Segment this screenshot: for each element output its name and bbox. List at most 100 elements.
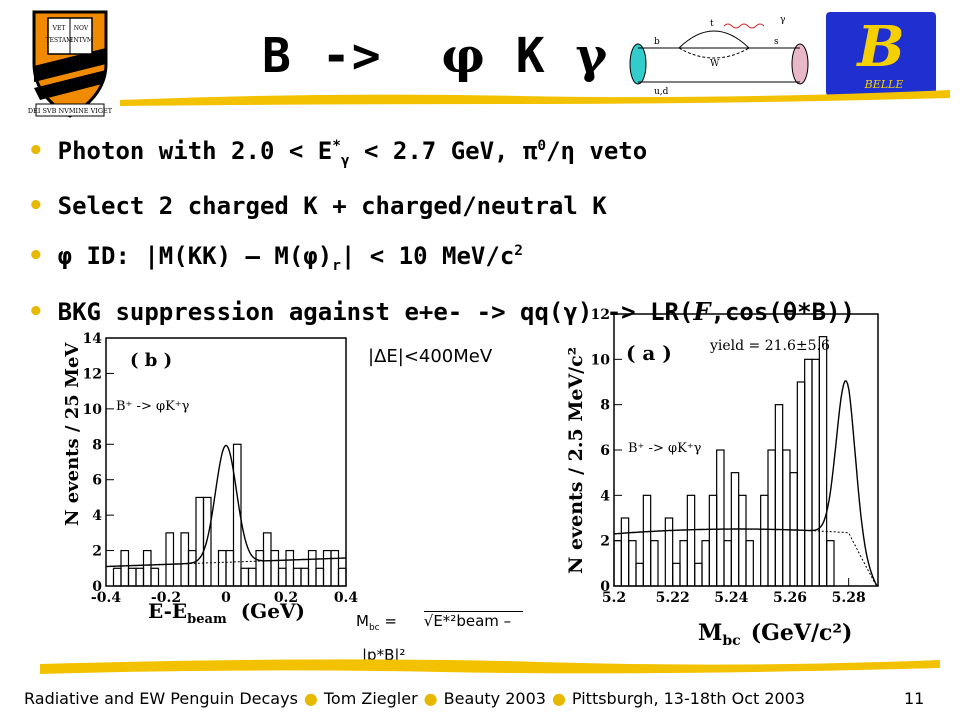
bullet-select: • Select 2 charged K + charged/neutral K bbox=[28, 190, 607, 221]
plot-a-bar-15 bbox=[723, 540, 732, 587]
bullet-phi-id: • φ ID: |M(KK) – M(φ)r| < 10 MeV/c2 bbox=[28, 240, 523, 274]
plot-a-bar-1 bbox=[620, 517, 630, 587]
plot-a-ylabel: N events / 2.5 MeV/c² bbox=[565, 347, 587, 574]
plot-a-bar-21 bbox=[767, 449, 776, 587]
plot-a-bar-29 bbox=[826, 540, 835, 587]
plot-a-xtick-4: 5.28 bbox=[832, 590, 866, 606]
plot-a-bar-13 bbox=[708, 494, 718, 587]
plot-a-xtick-1: 5.22 bbox=[656, 590, 690, 606]
plot-a-bar-3 bbox=[635, 562, 644, 587]
plot-a-bar-14 bbox=[716, 449, 725, 587]
svg-text:BELLE: BELLE bbox=[864, 78, 904, 91]
plot-b-process: B⁺ -> φK⁺γ bbox=[116, 399, 190, 414]
plot-b-ytick-1: 2 bbox=[92, 544, 102, 560]
plot-b-ytick-7: 14 bbox=[83, 331, 103, 347]
svg-text:s: s bbox=[774, 37, 779, 47]
svg-text:ENTVM: ENTVM bbox=[69, 37, 93, 44]
plot-a-ytick-1: 2 bbox=[600, 534, 610, 550]
plot-b-bar-17 bbox=[240, 567, 250, 587]
plot-b-background-curve bbox=[106, 557, 347, 567]
plot-a-yield: yield = 21.6±5.6 bbox=[709, 338, 830, 354]
plot-b-bar-22 bbox=[277, 567, 287, 587]
svg-text:t: t bbox=[710, 19, 714, 29]
svg-text:γ: γ bbox=[780, 15, 785, 25]
plot-b-bar-19 bbox=[255, 549, 265, 587]
plot-b-label: ( b ) bbox=[130, 350, 172, 371]
plot-a-bar-12 bbox=[701, 540, 710, 587]
plot-a-bar-4 bbox=[642, 494, 652, 587]
plot-a-ytick-4: 8 bbox=[600, 398, 610, 414]
plot-a-process: B⁺ -> φK⁺γ bbox=[628, 441, 702, 456]
plot-b-bar-21 bbox=[270, 549, 280, 587]
plot-a-bar-18 bbox=[745, 540, 754, 587]
plot-a-label: ( a ) bbox=[626, 341, 672, 365]
plot-a: 5.2 5.22 5.24 5.26 5.28 0 2 4 6 8 10 12 ( a ) yield… bbox=[565, 307, 879, 649]
mbc-formula: Mbc = √E*²beam – bbox=[356, 611, 524, 633]
plot-a-bar-22 bbox=[774, 404, 784, 587]
plot-a-bar-17 bbox=[738, 494, 747, 587]
plot-b-ytick-2: 4 bbox=[92, 508, 102, 524]
plot-a-xtick-2: 5.24 bbox=[714, 590, 748, 606]
svg-text:b: b bbox=[654, 37, 660, 47]
page-title: B -> φ K γ bbox=[262, 28, 609, 84]
plot-b-bar-14 bbox=[217, 549, 227, 587]
bullet-photon: • Photon with 2.0 < E*γ < 2.7 GeV, π0/η v… bbox=[28, 136, 648, 169]
plot-b-xtick-1: -0.2 bbox=[151, 590, 181, 606]
princeton-shield-logo: VET NOV TESTAM ENTVM DEI SVB NVMINE VIGE… bbox=[28, 10, 112, 118]
title-underline bbox=[120, 90, 950, 106]
plot-a-bar-23 bbox=[782, 449, 791, 587]
plot-b-frame bbox=[105, 337, 347, 587]
footer: Radiative and EW Penguin Decays ● Tom Zieg… bbox=[24, 689, 806, 708]
plot-b-ytick-6: 12 bbox=[83, 366, 102, 382]
plot-b-ytick-4: 8 bbox=[92, 437, 102, 453]
delta-e-cut-label: |ΔE|<400MeV bbox=[368, 346, 493, 367]
svg-text:NOV: NOV bbox=[74, 25, 89, 32]
plot-b-bar-0 bbox=[112, 567, 122, 587]
plot-b-bar-29 bbox=[330, 549, 340, 587]
plot-a-bar-10 bbox=[686, 494, 696, 587]
svg-text:TESTAM: TESTAM bbox=[46, 37, 73, 44]
plot-a-bar-9 bbox=[679, 540, 688, 587]
plot-b-bar-2 bbox=[127, 567, 137, 587]
plot-a-bar-28 bbox=[818, 336, 828, 587]
plot-a-ytick-6: 12 bbox=[591, 307, 610, 323]
plot-b-bar-15 bbox=[225, 549, 235, 587]
plot-b-xtick-2: 0 bbox=[221, 590, 231, 606]
plot-b-xlabel: E-Ebeam (GeV) bbox=[148, 599, 305, 626]
plot-b-bar-24 bbox=[292, 567, 302, 587]
plot-b-bar-7 bbox=[165, 532, 175, 587]
plot-a-bar-5 bbox=[650, 540, 659, 587]
plot-a-bar-26 bbox=[804, 358, 813, 587]
plot-b-ytick-5: 10 bbox=[83, 402, 103, 418]
plot-a-xtick-0: 5.2 bbox=[602, 590, 626, 606]
plot-a-background-curve bbox=[613, 528, 878, 587]
plot-b-ytick-0: 0 bbox=[92, 579, 102, 595]
plot-b-bar-25 bbox=[300, 567, 310, 587]
feynman-diagram: b s γ t W u,d bbox=[629, 15, 809, 97]
belle-logo: B BELLE bbox=[826, 12, 936, 96]
slide-number: 11 bbox=[904, 689, 925, 708]
plot-b-bar-26 bbox=[307, 549, 317, 587]
bullet-list: • Photon with 2.0 < E*γ < 2.7 GeV, π0/η v… bbox=[28, 124, 855, 335]
plot-b-bar-20 bbox=[262, 532, 272, 587]
plot-b-xtick-3: 0.2 bbox=[274, 590, 298, 606]
plot-a-xtick-3: 5.26 bbox=[773, 590, 807, 606]
plot-b-bar-1 bbox=[120, 549, 130, 587]
plot-a-bar-8 bbox=[672, 562, 681, 587]
shield-text: VET bbox=[52, 25, 66, 32]
plot-a-bar-7 bbox=[664, 517, 674, 587]
plot-b-xtick-0: -0.4 bbox=[91, 590, 121, 606]
plot-b-bar-18 bbox=[247, 567, 257, 587]
plot-a-bar-25 bbox=[796, 381, 806, 587]
plot-a-bar-27 bbox=[811, 358, 820, 587]
plot-a-bar-11 bbox=[694, 562, 703, 587]
plot-b-bar-28 bbox=[322, 549, 332, 587]
plot-a-ytick-5: 10 bbox=[591, 352, 611, 368]
plot-a-ytick-2: 4 bbox=[600, 488, 610, 504]
plot-b-bar-27 bbox=[315, 567, 325, 587]
svg-text:DEI SVB NVMINE VIGET: DEI SVB NVMINE VIGET bbox=[28, 107, 112, 115]
plot-b-xtick-4: 0.4 bbox=[334, 590, 358, 606]
plot-a-bar-20 bbox=[760, 494, 769, 587]
svg-text:B: B bbox=[855, 14, 904, 80]
plot-a-ytick-0: 0 bbox=[600, 579, 610, 595]
